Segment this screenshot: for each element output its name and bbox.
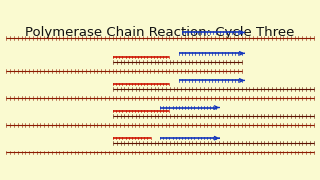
- Text: Polymerase Chain Reaction: Cycle Three: Polymerase Chain Reaction: Cycle Three: [25, 26, 295, 39]
